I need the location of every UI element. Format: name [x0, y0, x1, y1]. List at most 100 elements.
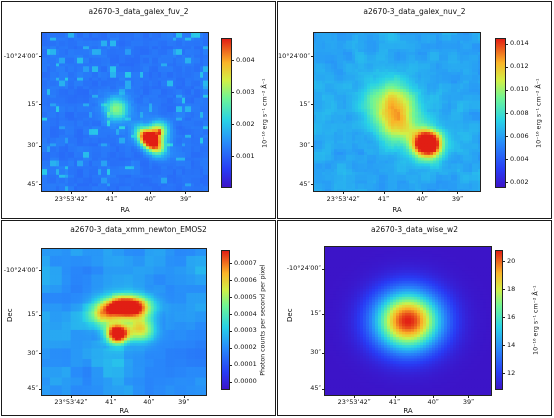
heatmap-cell	[400, 94, 404, 99]
heatmap-cell	[119, 154, 123, 159]
heatmap-cell	[400, 40, 404, 45]
heatmap-cell	[385, 112, 389, 116]
heatmap-cell	[167, 132, 171, 136]
heatmap-cell	[86, 143, 90, 147]
heatmap-cell	[50, 74, 54, 79]
heatmap-cell	[53, 174, 57, 179]
heatmap-cell	[41, 114, 45, 119]
heatmap-cell	[47, 32, 51, 36]
heatmap-cell	[394, 60, 398, 65]
heatmap-cell	[41, 97, 45, 102]
heatmap-cell	[424, 66, 428, 70]
heatmap-cell	[179, 132, 183, 136]
heatmap-cell	[376, 34, 380, 39]
heatmap-cell	[364, 83, 368, 87]
heatmap-cell	[116, 126, 120, 130]
heatmap-cell	[128, 140, 132, 145]
heatmap-cell	[101, 180, 105, 185]
heatmap-cell	[95, 180, 99, 185]
heatmap-cell	[68, 32, 72, 36]
heatmap-cell	[140, 174, 144, 179]
heatmap-cell	[421, 40, 425, 45]
heatmap-cell	[403, 86, 407, 90]
heatmap-cell	[140, 157, 144, 162]
heatmap-cell	[164, 146, 168, 150]
heatmap-cell	[394, 123, 398, 127]
heatmap-cell	[137, 54, 141, 59]
heatmap-cell	[86, 157, 90, 162]
heatmap-cell	[412, 43, 416, 47]
heatmap-cell	[328, 34, 332, 39]
heatmap-cell	[56, 169, 60, 173]
heatmap-cell	[113, 163, 117, 167]
heatmap-cell	[53, 112, 57, 116]
heatmap-cell	[110, 80, 114, 85]
heatmap-cell	[155, 37, 159, 42]
heatmap-cell	[478, 40, 481, 45]
heatmap-cell	[457, 120, 461, 125]
heatmap-cell	[134, 126, 138, 130]
heatmap-cell	[445, 120, 449, 125]
heatmap-cell	[104, 143, 108, 147]
heatmap-cell	[107, 103, 111, 107]
heatmap-cell	[206, 34, 209, 39]
heatmap-cell	[200, 37, 204, 42]
heatmap-cell	[146, 114, 150, 119]
heatmap-cell	[331, 32, 335, 36]
heatmap-cell	[128, 80, 132, 85]
heatmap-cell	[454, 109, 458, 113]
heatmap-cell	[391, 92, 395, 96]
heatmap-cell	[337, 83, 341, 87]
heatmap-cell	[80, 154, 84, 159]
heatmap-cell	[98, 143, 102, 147]
heatmap-cell	[454, 114, 458, 119]
heatmap-cell	[101, 174, 105, 179]
heatmap-cell	[122, 37, 126, 42]
heatmap-cell	[325, 100, 329, 105]
heatmap-cell	[131, 100, 135, 105]
heatmap-cell	[113, 60, 117, 65]
heatmap-cell	[370, 34, 374, 39]
heatmap-cell	[185, 186, 189, 190]
heatmap-cell	[388, 114, 392, 119]
heatmap-cell	[436, 103, 440, 107]
heatmap-cell	[185, 117, 189, 122]
heatmap-cell	[200, 189, 204, 192]
heatmap-cell	[95, 106, 99, 110]
heatmap-cell	[134, 134, 138, 139]
heatmap-cell	[95, 117, 99, 122]
heatmap-cell	[179, 80, 183, 85]
heatmap-cell	[68, 63, 72, 67]
heatmap-cell	[62, 74, 66, 79]
heatmap-cell	[197, 100, 201, 105]
heatmap-cell	[200, 52, 204, 56]
heatmap-cell	[397, 57, 401, 62]
heatmap-cell	[182, 52, 186, 56]
heatmap-cell	[50, 149, 54, 153]
heatmap-cell	[412, 69, 416, 73]
heatmap-cell	[149, 49, 153, 53]
heatmap-cell	[116, 80, 120, 85]
heatmap-cell	[182, 169, 186, 173]
heatmap-cell	[352, 86, 356, 90]
heatmap-cell	[421, 97, 425, 102]
heatmap-cell	[409, 32, 413, 36]
heatmap-cell	[104, 157, 108, 162]
heatmap-cell	[161, 177, 165, 182]
heatmap-cell	[107, 40, 111, 45]
heatmap-cell	[146, 160, 150, 165]
heatmap-cell	[44, 186, 48, 190]
heatmap-cell	[59, 69, 63, 73]
heatmap-cell	[59, 117, 63, 122]
heatmap-cell	[44, 157, 48, 162]
heatmap-cell	[95, 109, 99, 113]
heatmap-cell	[155, 83, 159, 87]
heatmap-cell	[364, 109, 368, 113]
heatmap-cell	[140, 32, 144, 36]
heatmap-cell	[56, 137, 60, 142]
heatmap-cell	[68, 66, 72, 70]
heatmap-cell	[478, 34, 481, 39]
heatmap-cell	[167, 140, 171, 145]
heatmap-cell	[367, 109, 371, 113]
heatmap-cell	[379, 103, 383, 107]
